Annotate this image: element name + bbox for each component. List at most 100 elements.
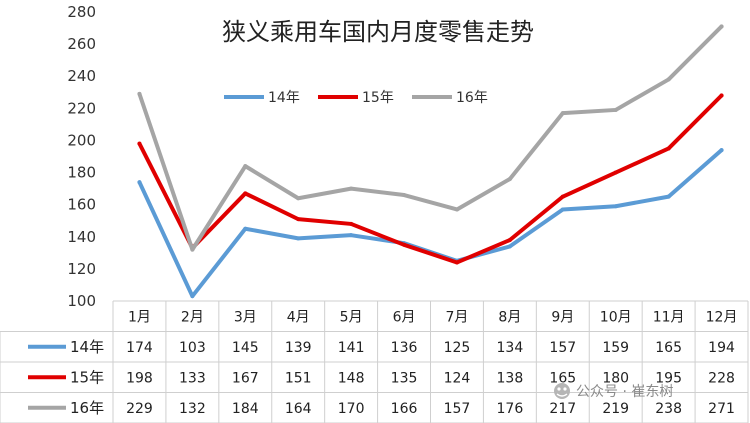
data-point xyxy=(190,247,195,252)
data-point xyxy=(243,191,248,196)
watermark-text: 公众号 · 崔东树 xyxy=(576,384,673,400)
data-label: 133 xyxy=(179,370,206,386)
data-label: 228 xyxy=(708,370,735,386)
watermark: 公众号 · 崔东树 xyxy=(554,383,673,400)
x-tick-label: 4月 xyxy=(287,309,310,325)
x-tick-label: 3月 xyxy=(234,309,257,325)
data-label: 219 xyxy=(602,401,629,417)
data-point xyxy=(402,242,407,247)
data-point xyxy=(613,107,618,112)
data-point xyxy=(137,91,142,96)
data-label: 238 xyxy=(655,401,682,417)
legend: 14年 15年 16年 xyxy=(224,90,488,106)
data-label: 195 xyxy=(655,370,682,386)
x-tick-label: 8月 xyxy=(498,309,521,325)
data-label: 166 xyxy=(391,401,418,417)
data-table-grid xyxy=(0,300,749,423)
chart-title: 狭义乘用车国内月度零售走势 xyxy=(222,18,534,46)
data-label: 159 xyxy=(602,340,629,356)
data-label: 132 xyxy=(179,401,206,417)
data-label: 103 xyxy=(179,340,206,356)
data-label: 145 xyxy=(232,340,259,356)
data-label: 180 xyxy=(602,370,629,386)
data-label: 124 xyxy=(444,370,471,386)
data-label: 157 xyxy=(444,401,471,417)
data-point xyxy=(454,207,459,212)
data-label: 194 xyxy=(708,340,735,356)
data-label: 134 xyxy=(497,340,524,356)
data-label: 138 xyxy=(497,370,524,386)
data-point xyxy=(719,24,724,29)
data-point xyxy=(666,194,671,199)
data-point xyxy=(402,193,407,198)
data-label: 157 xyxy=(549,340,576,356)
data-point xyxy=(137,180,142,185)
legend-label: 15年 xyxy=(362,90,394,106)
data-label: 167 xyxy=(232,370,259,386)
data-label: 217 xyxy=(549,401,576,417)
data-point xyxy=(719,148,724,153)
data-label: 198 xyxy=(126,370,153,386)
data-point xyxy=(243,226,248,231)
data-label: 125 xyxy=(444,340,471,356)
data-label: 136 xyxy=(391,340,418,356)
data-point xyxy=(137,141,142,146)
data-label: 271 xyxy=(708,401,735,417)
y-tick-label: 240 xyxy=(67,67,96,85)
data-point xyxy=(507,237,512,242)
data-label: 164 xyxy=(285,401,312,417)
data-label: 229 xyxy=(126,401,153,417)
data-label: 141 xyxy=(338,340,365,356)
table-series-label: 15年 xyxy=(70,368,104,386)
data-point xyxy=(296,236,301,241)
data-label: 151 xyxy=(285,370,312,386)
data-point xyxy=(296,217,301,222)
data-label: 184 xyxy=(232,401,259,417)
data-point xyxy=(560,194,565,199)
data-point xyxy=(349,221,354,226)
legend-label: 16年 xyxy=(456,90,488,106)
data-label: 165 xyxy=(655,340,682,356)
series-line-16年 xyxy=(137,24,724,252)
data-point xyxy=(243,164,248,169)
x-tick-label: 11月 xyxy=(653,309,685,325)
series-line-15年 xyxy=(137,93,724,265)
data-label: 135 xyxy=(391,370,418,386)
y-tick-label: 100 xyxy=(67,292,96,310)
x-tick-label: 7月 xyxy=(445,309,468,325)
data-point xyxy=(296,196,301,201)
x-tick-label: 10月 xyxy=(600,309,632,325)
x-tick-label: 1月 xyxy=(128,309,151,325)
data-point xyxy=(666,77,671,82)
data-label: 148 xyxy=(338,370,365,386)
legend-label: 14年 xyxy=(268,90,300,106)
data-label: 174 xyxy=(126,340,153,356)
table-series-label: 14年 xyxy=(70,338,104,356)
y-tick-label: 220 xyxy=(67,99,96,117)
series-line-14年 xyxy=(137,148,724,299)
y-tick-label: 280 xyxy=(67,3,96,21)
data-label: 176 xyxy=(497,401,524,417)
data-point xyxy=(560,207,565,212)
data-point xyxy=(719,93,724,98)
y-tick-label: 140 xyxy=(67,228,96,246)
data-point xyxy=(560,111,565,116)
y-tick-label: 180 xyxy=(67,164,96,182)
data-label: 170 xyxy=(338,401,365,417)
x-tick-label: 5月 xyxy=(340,309,363,325)
y-tick-label: 200 xyxy=(67,131,96,149)
data-label: 165 xyxy=(549,370,576,386)
data-point xyxy=(666,146,671,151)
y-axis: 100 120 140 160 180 200 220 240 260 280 xyxy=(67,3,96,310)
data-point xyxy=(507,176,512,181)
y-tick-label: 120 xyxy=(67,260,96,278)
data-label: 139 xyxy=(285,340,312,356)
table-series-label: 16年 xyxy=(70,399,104,417)
data-point xyxy=(613,204,618,209)
series-lines xyxy=(137,24,724,299)
x-tick-label: 12月 xyxy=(706,309,738,325)
x-tick-label: 2月 xyxy=(181,309,204,325)
data-point xyxy=(349,186,354,191)
